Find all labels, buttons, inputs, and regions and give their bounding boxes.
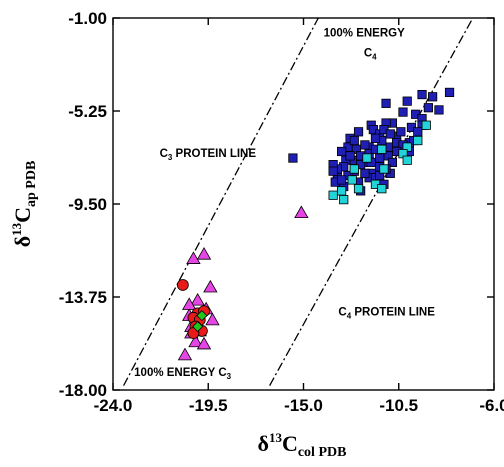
data-point-triangle <box>190 292 205 306</box>
data-point-square <box>402 155 412 165</box>
data-point-square <box>336 186 347 196</box>
data-point-triangle <box>186 251 201 264</box>
data-point-square <box>370 133 381 143</box>
data-point-square <box>413 127 423 137</box>
data-point-triangle <box>196 247 212 260</box>
data-point-diamond <box>196 310 208 322</box>
data-point-square <box>349 164 359 174</box>
data-point-square <box>421 120 431 130</box>
data-point-square <box>328 166 338 176</box>
annotation-c4-protein-line: C4 PROTEIN LINE <box>338 307 435 321</box>
data-point-square <box>353 184 364 194</box>
data-point-square <box>353 127 364 137</box>
axis-ticks <box>112 17 495 391</box>
plot-frame <box>112 17 495 391</box>
x-tick-label: -10.5 <box>379 396 418 415</box>
data-point-diamond <box>192 320 204 333</box>
data-point-square <box>336 175 347 185</box>
data-point-square <box>444 87 455 97</box>
data-point-circle <box>176 279 189 291</box>
data-point-square <box>396 127 406 137</box>
data-point-square <box>379 164 389 174</box>
data-point-square <box>434 105 444 115</box>
annotation-energy-c3: 100% ENERGY C3 <box>134 367 231 381</box>
data-point-square <box>345 151 355 161</box>
data-point-triangle <box>205 312 220 326</box>
reference-line <box>123 18 319 386</box>
annotation-c3-protein-line: C3 PROTEIN LINE <box>160 148 257 162</box>
reference-line <box>269 18 474 386</box>
data-point-square <box>377 144 387 154</box>
y-tick-label: -5.25 <box>68 102 107 121</box>
annotation-energy-c4-line1: 100% ENERGY <box>324 28 406 40</box>
data-point-square <box>349 135 359 146</box>
data-point-square <box>377 184 387 194</box>
data-point-triangle <box>196 336 212 350</box>
x-axis-title: δ13Ccol PDB <box>258 430 347 460</box>
data-point-square <box>423 103 433 113</box>
data-points <box>176 87 455 361</box>
y-tick-label: -1.00 <box>68 9 107 28</box>
data-point-triangle <box>188 334 203 348</box>
data-point-square <box>381 98 391 108</box>
data-point-square <box>347 175 357 185</box>
data-point-square <box>336 146 347 157</box>
data-point-triangle <box>182 297 197 310</box>
data-point-square <box>385 129 395 139</box>
data-point-square <box>288 153 298 163</box>
data-point-square <box>398 107 408 117</box>
data-point-square <box>362 153 372 163</box>
data-point-square <box>339 195 349 205</box>
y-tick-label: -9.50 <box>68 195 107 214</box>
data-point-square <box>375 153 385 163</box>
data-point-square <box>387 157 398 168</box>
x-tick-label: -6.0 <box>479 396 504 415</box>
y-tick-label: -13.75 <box>59 288 107 307</box>
x-tick-label: -19.5 <box>189 396 228 415</box>
data-point-square <box>360 140 370 150</box>
data-point-square <box>417 89 427 100</box>
y-tick-label: -18.00 <box>59 381 107 400</box>
reference-lines <box>123 18 474 386</box>
x-tick-label: -15.0 <box>284 396 323 415</box>
data-point-triangle <box>203 279 218 293</box>
annotation-energy-c4-line2: C4 <box>364 47 377 61</box>
y-axis-title: δ13Cap PDB <box>9 161 39 248</box>
data-point-triangle <box>177 347 193 361</box>
data-point-square <box>413 135 423 146</box>
data-point-square <box>402 96 412 106</box>
x-tick-label: -24.0 <box>94 396 133 415</box>
tick-labels: -24.0 -19.5 -15.0 -10.5 -6.0 -1.00 -5.25 -9.50 -… <box>59 9 504 415</box>
data-point-square <box>360 168 370 178</box>
data-point-square <box>428 92 438 102</box>
data-point-triangle <box>294 205 309 219</box>
data-point-square <box>328 190 338 200</box>
